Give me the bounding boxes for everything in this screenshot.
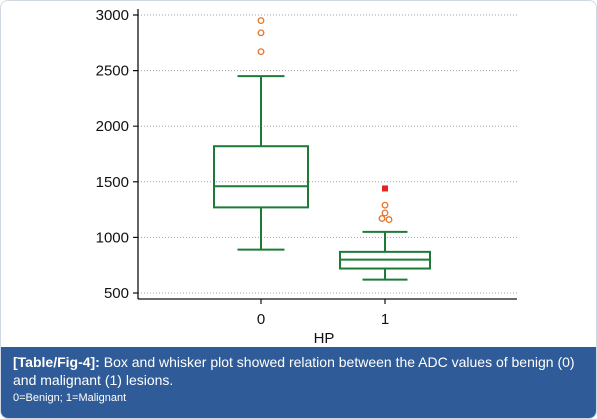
plot-area: 500 1000 1500 2000 2500 3000 0 1 HP: [1, 1, 596, 347]
x-axis-title: HP: [314, 330, 335, 347]
outlier-point: [257, 29, 265, 37]
y-tick-label: 2500: [96, 63, 129, 80]
y-tick-label: 2000: [96, 118, 129, 135]
outlier-point: [378, 215, 386, 222]
caption-tag: [Table/Fig-4]:: [13, 354, 100, 370]
y-tick-label: 3000: [96, 7, 129, 24]
figure-caption: [Table/Fig-4]: Box and whisker plot show…: [1, 347, 596, 418]
y-tick-label: 1500: [96, 174, 129, 191]
box-iqr: [213, 145, 309, 209]
x-tick-label: 1: [381, 311, 389, 328]
caption-main: [Table/Fig-4]: Box and whisker plot show…: [13, 353, 586, 389]
outlier-point: [257, 17, 265, 25]
outlier-point: [257, 48, 265, 56]
caption-note: 0=Benign; 1=Malignant: [13, 392, 127, 404]
x-tick-label: 0: [257, 311, 265, 328]
far-outlier-point: [382, 185, 388, 192]
caption-text: Box and whisker plot showed relation bet…: [13, 354, 575, 388]
y-tick-label: 500: [104, 285, 129, 302]
box-plot-chart: 500 1000 1500 2000 2500 3000 0 1 HP: [96, 7, 517, 347]
outlier-point: [385, 216, 393, 224]
outlier-point: [381, 209, 389, 217]
outlier-point: [381, 201, 389, 209]
y-tick-label: 1000: [96, 229, 129, 246]
